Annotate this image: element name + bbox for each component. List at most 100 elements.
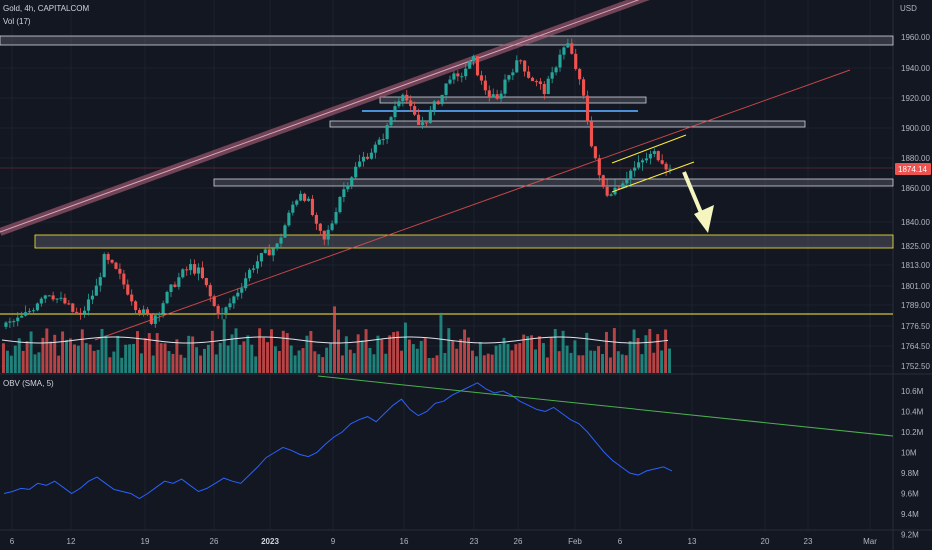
- candle-body: [621, 183, 625, 189]
- volume-legend[interactable]: Vol (17): [3, 17, 33, 26]
- candle-body: [240, 288, 244, 293]
- candle-body: [432, 101, 436, 110]
- candle-body: [138, 310, 142, 314]
- volume-bar: [569, 352, 573, 373]
- candle-body: [228, 303, 232, 308]
- time-tick-label: 6: [618, 537, 623, 546]
- volume-bar: [285, 333, 289, 373]
- candle-body: [530, 77, 535, 82]
- candle-body: [55, 298, 59, 300]
- volume-bar: [601, 353, 604, 373]
- candle-body: [255, 261, 260, 269]
- volume-bar: [364, 329, 368, 373]
- volume-bar: [419, 340, 423, 373]
- candle-body: [248, 269, 252, 279]
- volume-bar: [266, 342, 269, 373]
- candle-body: [668, 168, 672, 170]
- time-tick-label: 26: [210, 537, 219, 546]
- volume-bar: [120, 357, 124, 373]
- symbol-legend[interactable]: Gold, 4h, CAPITALCOM: [3, 4, 91, 13]
- candle-body: [409, 100, 413, 107]
- volume-bar: [478, 342, 482, 373]
- obv-line: [3, 382, 673, 500]
- last-price-label: 1874.14: [898, 165, 927, 174]
- volume-bar: [656, 334, 660, 373]
- bearish-arrow-head: [694, 205, 714, 233]
- volume-bar: [415, 348, 419, 373]
- volume-bar: [76, 345, 80, 373]
- volume-bar: [143, 338, 147, 373]
- volume-bar: [116, 335, 120, 373]
- trend-channel[interactable]: [0, 0, 851, 341]
- candle-body: [196, 267, 201, 274]
- volume-bar: [5, 350, 9, 373]
- volume-bar: [29, 331, 33, 373]
- candle-body: [200, 267, 204, 279]
- volume-bar: [577, 355, 581, 373]
- obv-tick-label: 9.4M: [901, 510, 919, 519]
- volume-bar: [329, 343, 333, 373]
- volume-bar: [191, 336, 195, 373]
- candle-body: [354, 166, 358, 178]
- price-tick-label: 1900.00: [901, 124, 930, 133]
- volume-bar: [474, 356, 478, 373]
- volume-bar: [431, 357, 435, 373]
- support-resistance-zones[interactable]: [0, 35, 894, 315]
- volume-bar: [53, 334, 57, 373]
- candle-body: [440, 94, 444, 105]
- volume-bar: [195, 347, 199, 373]
- candle-body: [193, 264, 197, 274]
- obv-legend[interactable]: OBV (SMA, 5): [3, 379, 56, 388]
- obv-label: OBV (SMA, 5): [3, 379, 54, 388]
- obv-tick-label: 9.8M: [901, 469, 919, 478]
- volume-bar: [612, 328, 616, 373]
- annotations[interactable]: [611, 134, 714, 233]
- candle-body: [460, 76, 464, 78]
- volume-bar: [616, 351, 620, 373]
- volume-bar: [356, 334, 360, 373]
- volume-bar: [494, 345, 498, 373]
- candle-body: [656, 151, 660, 161]
- volume-bar: [246, 335, 250, 373]
- candle-body: [468, 60, 472, 69]
- candle-body: [79, 312, 83, 314]
- candle-body: [314, 214, 318, 224]
- candle-body: [523, 60, 527, 72]
- candlesticks: [4, 38, 672, 330]
- candle-body: [456, 73, 460, 77]
- time-axis[interactable]: 6 12 19 26 2023 9 16 23 26 Feb 6 13 20 23 Mar: [10, 537, 877, 546]
- candle-body: [472, 56, 476, 61]
- volume-bar: [206, 344, 210, 373]
- price-tick-label: 1960.00: [901, 33, 930, 42]
- price-axis[interactable]: 1960.00 1940.00 1920.00 1900.00 1880.00 1860.…: [895, 33, 931, 371]
- channel-upper-band: [0, 0, 650, 236]
- price-tick-label: 1776.50: [901, 322, 930, 331]
- volume-bar: [25, 341, 29, 373]
- candle-body: [31, 310, 36, 312]
- volume-bar: [254, 356, 258, 373]
- candle-body: [605, 186, 609, 196]
- volume-bar: [404, 322, 407, 373]
- volume-bar: [644, 335, 648, 373]
- candle-body: [259, 252, 263, 262]
- volume-bar: [128, 344, 132, 373]
- candle-body: [637, 162, 641, 168]
- candle-body: [149, 314, 153, 324]
- candle-body: [8, 321, 12, 323]
- candle-body: [452, 73, 456, 80]
- candle-body: [350, 177, 354, 186]
- candle-body: [67, 303, 71, 305]
- volume-bar: [384, 353, 388, 373]
- candle-body: [153, 315, 157, 324]
- candle-body: [20, 315, 24, 318]
- obv-panel: 10.6M 10.4M 10.2M 10M 9.8M 9.6M 9.4M 9.2M: [3, 375, 924, 540]
- price-tick-label: 1752.50: [901, 362, 930, 371]
- candle-body: [299, 193, 303, 201]
- candle-body: [515, 60, 519, 73]
- price-tick-label: 1920.00: [901, 94, 930, 103]
- candle-body: [542, 83, 546, 95]
- volume-bar: [273, 346, 277, 373]
- time-tick-label: 19: [141, 537, 150, 546]
- candle-body: [617, 187, 621, 189]
